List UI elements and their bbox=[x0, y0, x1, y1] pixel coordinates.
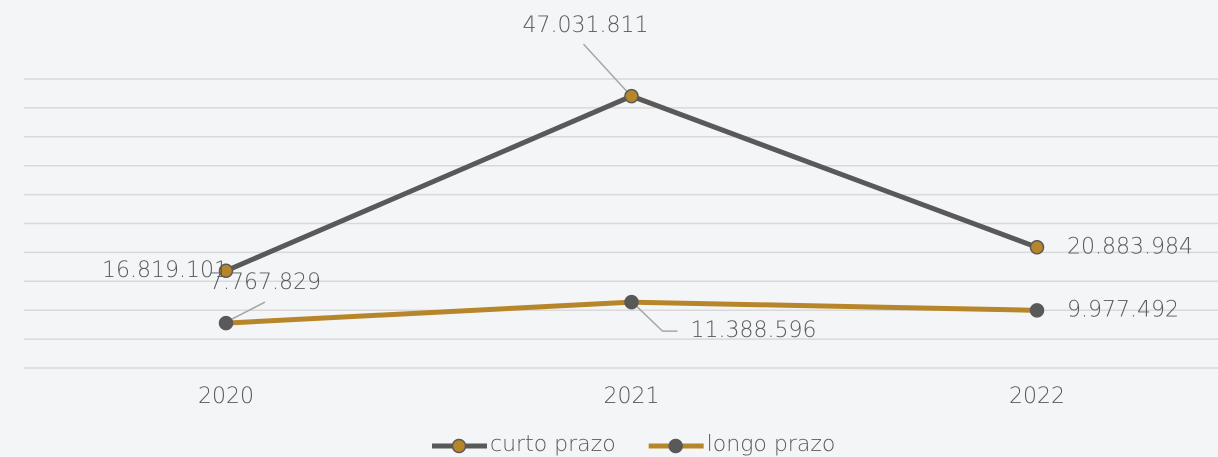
x-tick-label: 2021 bbox=[604, 384, 660, 409]
data-label: 11.388.596 bbox=[691, 318, 817, 343]
leader-line bbox=[229, 301, 266, 321]
data-label: 9.977.492 bbox=[1067, 297, 1179, 322]
marker bbox=[624, 88, 639, 104]
data-label: 7.767.829 bbox=[209, 270, 321, 295]
leader-line bbox=[582, 43, 629, 93]
legend-marker bbox=[668, 438, 683, 454]
data-label: 47.031.811 bbox=[523, 13, 649, 38]
marker bbox=[218, 315, 234, 331]
legend-marker bbox=[451, 438, 467, 454]
data-label: 20.883.984 bbox=[1067, 234, 1193, 259]
marker bbox=[1029, 303, 1045, 318]
data-label: 16.819.101 bbox=[102, 258, 228, 283]
legend-label: longo prazo bbox=[707, 432, 836, 457]
marker bbox=[218, 263, 234, 279]
x-tick-label: 2020 bbox=[198, 384, 254, 409]
leader-line bbox=[634, 304, 678, 332]
marker bbox=[1029, 240, 1045, 255]
legend-label: curto prazo bbox=[490, 432, 616, 457]
marker bbox=[624, 294, 639, 310]
x-tick-label: 2022 bbox=[1009, 384, 1065, 409]
